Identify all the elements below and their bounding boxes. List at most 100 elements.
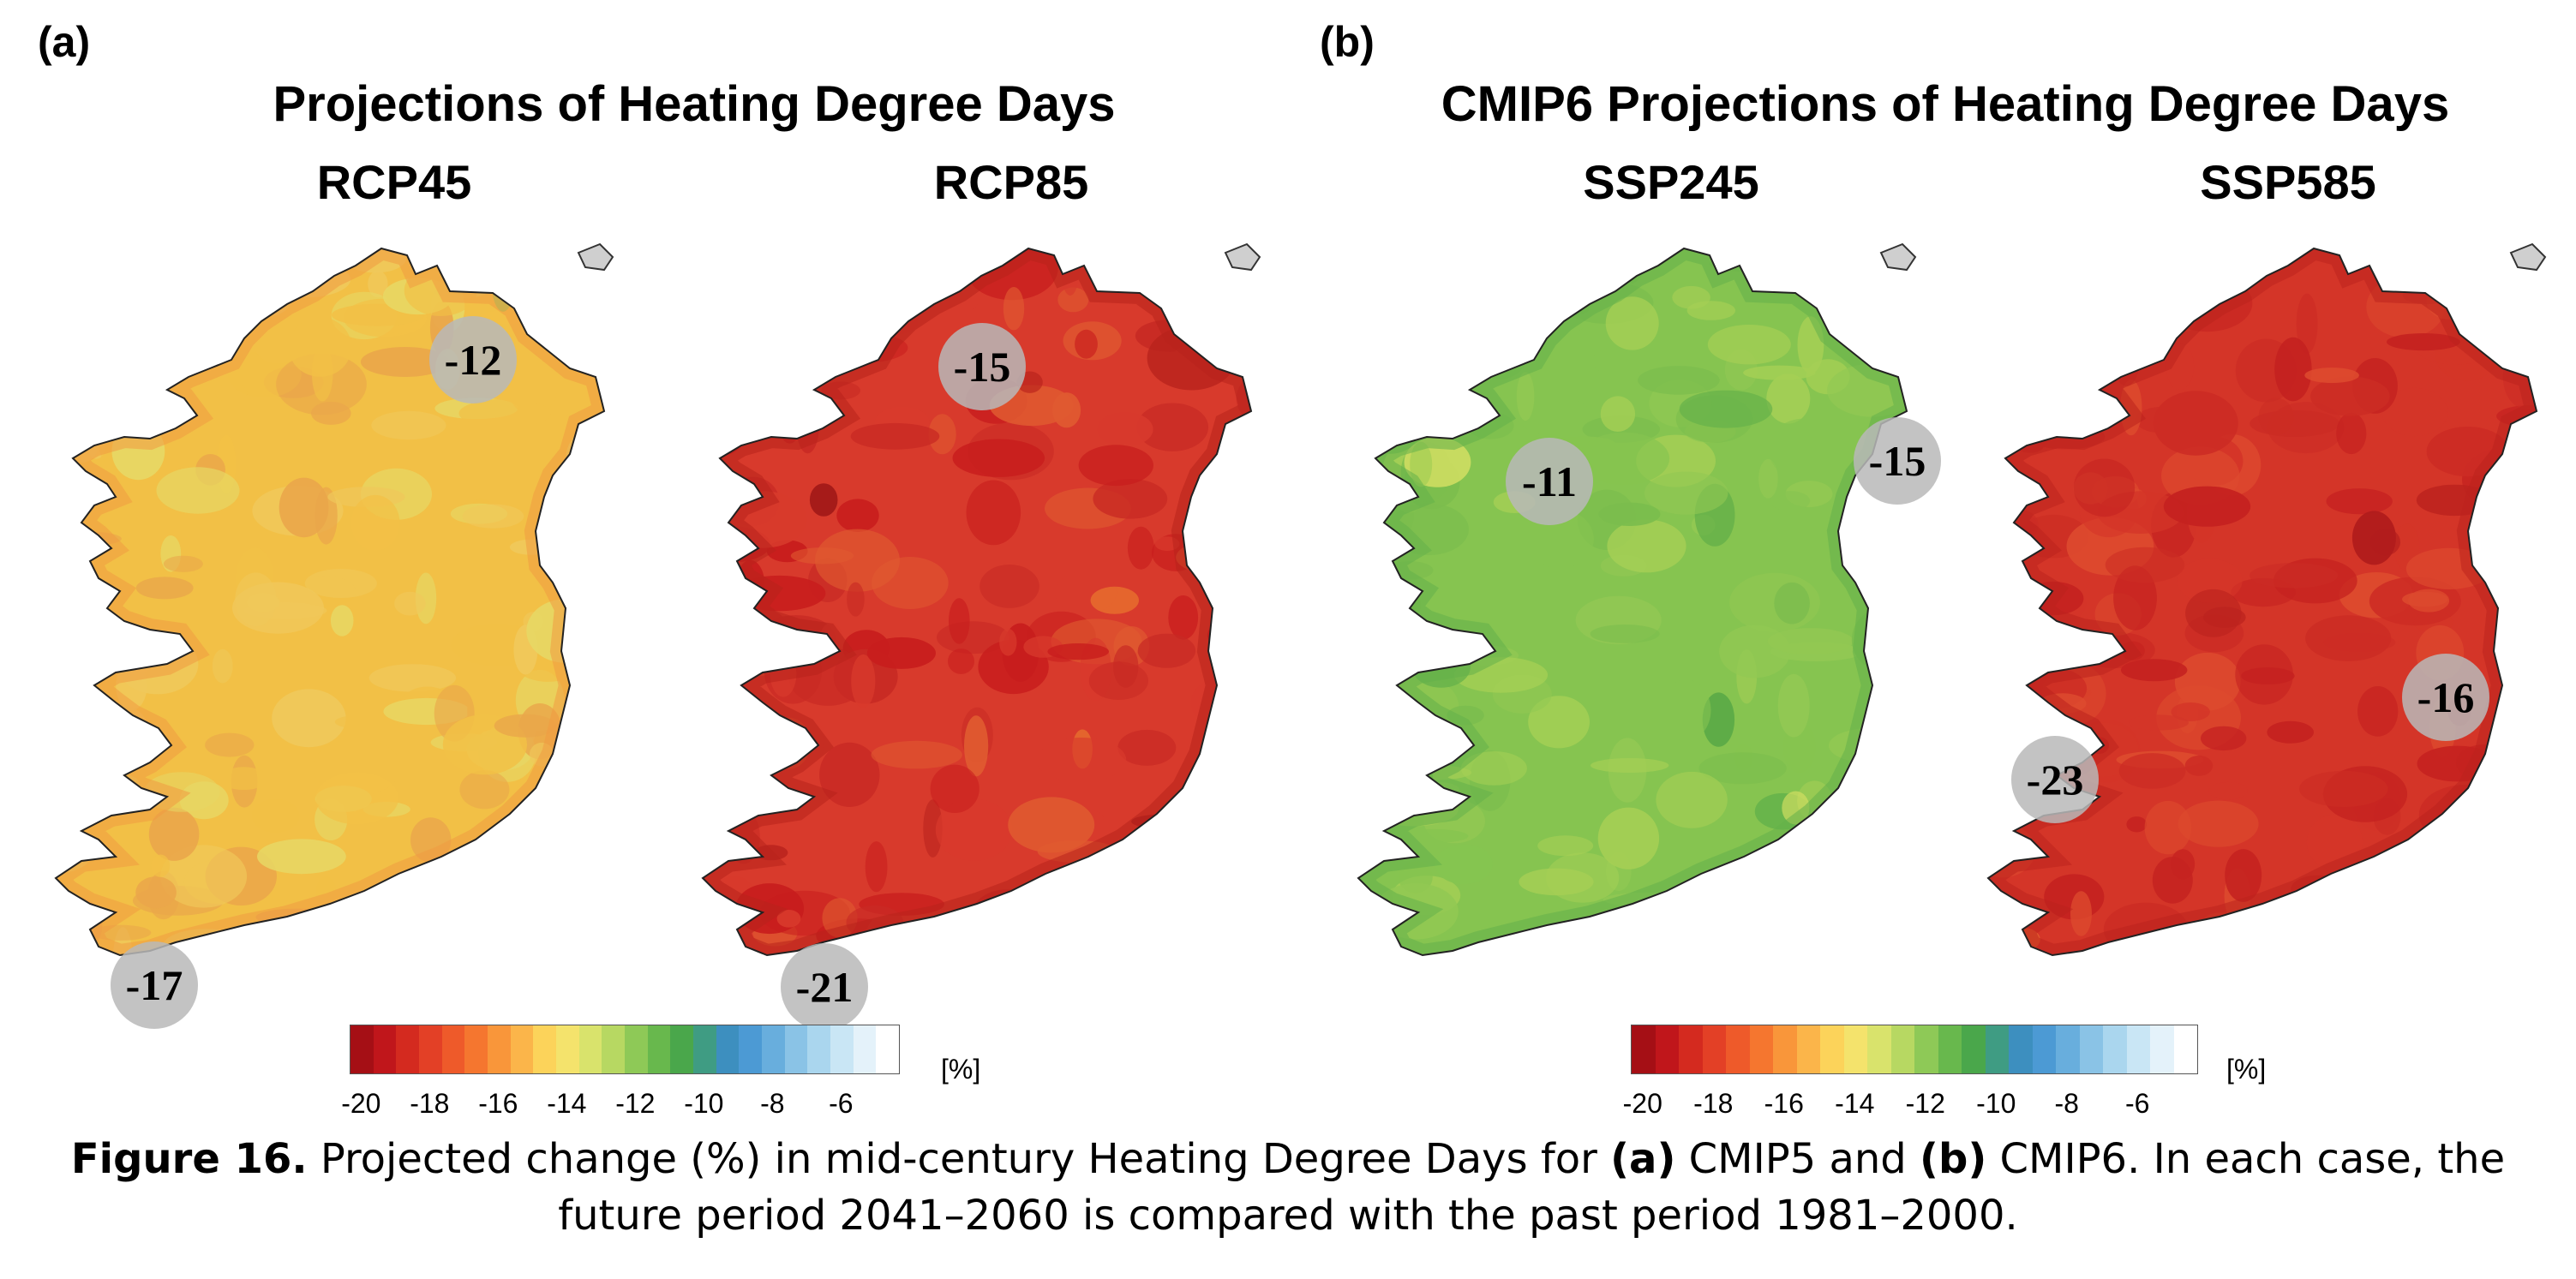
map-texture-blob <box>733 575 826 612</box>
colorbar-swatch <box>1796 1025 1820 1073</box>
map-texture-blob <box>2480 860 2537 898</box>
map-texture-blob <box>2513 855 2537 898</box>
map-texture-blob <box>458 398 551 428</box>
map-texture-blob <box>2177 559 2243 603</box>
map-texture-blob <box>1231 899 1251 949</box>
map-texture-blob <box>2299 770 2388 808</box>
map-texture-blob <box>578 445 604 475</box>
map-texture-blob <box>1605 296 1659 350</box>
map-texture-blob <box>1785 882 1810 938</box>
map-texture-blob <box>585 929 604 955</box>
map-texture-blob <box>2163 486 2251 527</box>
colorbar-swatch <box>1655 1025 1679 1073</box>
map-texture-blob <box>414 929 438 955</box>
colorbar-swatch <box>1679 1025 1703 1073</box>
map-texture-blob <box>2274 337 2312 402</box>
colorbar-swatch <box>716 1025 740 1073</box>
map-texture-blob <box>2416 484 2493 517</box>
map-texture-blob <box>733 289 818 331</box>
map-texture-blob <box>57 308 78 350</box>
map-texture-blob <box>1210 894 1230 927</box>
map-texture-blob <box>1590 625 1660 643</box>
panel-a-title: Projections of Heating Degree Days <box>273 76 1116 132</box>
map-texture-blob <box>866 637 936 669</box>
map-texture-blob <box>847 582 865 617</box>
callout-rcp45-north: -12 <box>429 316 517 403</box>
colorbar-swatch <box>670 1025 694 1073</box>
map-texture-blob <box>2336 412 2367 455</box>
ireland-map-svg <box>701 242 1261 957</box>
colorbar-tick-label: -16 <box>1764 1088 1804 1119</box>
map-texture-blob <box>2519 693 2537 759</box>
map-texture-blob <box>105 636 127 650</box>
caption-text-1: Projected change (%) in mid-century Heat… <box>307 1135 1611 1183</box>
map-texture-blob <box>1117 729 1177 766</box>
colorbar-b-ticks: -20 -18 -16 -14 -12 -10 -8 -6 <box>1623 1088 2196 1122</box>
scenario-title-ssp245: SSP245 <box>1583 155 1759 209</box>
map-texture-blob <box>2222 268 2250 286</box>
map-texture-blob <box>2351 511 2396 565</box>
map-texture-blob <box>2509 783 2537 806</box>
map-texture-blob <box>717 726 775 780</box>
colorbar-swatch <box>853 1025 877 1073</box>
map-texture-blob <box>1516 395 1591 435</box>
map-texture-blob <box>828 340 884 362</box>
map-texture-blob <box>952 439 1045 477</box>
map-texture-blob <box>1597 807 1660 870</box>
figure-caption: Figure 16. Projected change (%) in mid-c… <box>0 1131 2576 1244</box>
colorbar-swatch <box>2126 1025 2150 1073</box>
colorbar-swatch <box>2103 1025 2127 1073</box>
map-texture-blob <box>80 365 129 382</box>
colorbar-swatch <box>625 1025 648 1073</box>
colorbar-tick-label: -18 <box>1693 1088 1734 1119</box>
map-texture-blob <box>1183 884 1204 946</box>
map-texture-blob <box>368 664 457 692</box>
map-texture-blob <box>2126 816 2148 833</box>
colorbar-swatch <box>1890 1025 1914 1073</box>
map-texture-blob <box>1148 836 1218 895</box>
map-texture-blob <box>351 927 444 948</box>
map-texture-blob <box>56 616 111 677</box>
panel-b-label: (b) <box>1320 18 1375 66</box>
map-texture-blob <box>815 529 900 592</box>
map-texture-blob <box>260 248 282 290</box>
map-texture-blob <box>2235 644 2293 705</box>
map-texture-blob <box>2530 661 2537 694</box>
map-texture-blob <box>1411 409 1468 437</box>
map-texture-blob <box>2124 953 2190 955</box>
caption-line-1: Figure 16. Projected change (%) in mid-c… <box>0 1131 2576 1187</box>
colorbar-tick-label: -6 <box>829 1088 854 1119</box>
map-texture-blob <box>1758 884 1811 943</box>
scenario-title-rcp45: RCP45 <box>316 155 472 209</box>
map-texture-blob <box>1112 248 1148 265</box>
map-texture-blob <box>2304 368 2359 384</box>
callout-ssp245-east: -15 <box>1854 417 1941 505</box>
map-texture-blob <box>1671 891 1691 921</box>
map-texture-blob <box>61 839 81 854</box>
colorbar-swatch <box>830 1025 854 1073</box>
map-texture-blob <box>985 899 1053 925</box>
map-texture-blob <box>703 342 738 358</box>
scenario-title-ssp585: SSP585 <box>2200 155 2376 209</box>
map-texture-blob <box>926 940 998 955</box>
map-texture-blob <box>1405 350 1433 374</box>
colorbar-a-ticks: -20 -18 -16 -14 -12 -10 -8 -6 <box>341 1088 898 1122</box>
colorbar-swatch <box>533 1025 557 1073</box>
map-texture-blob <box>728 632 758 657</box>
colorbar-swatch <box>784 1025 808 1073</box>
map-texture-blob <box>2012 370 2103 395</box>
map-texture-blob <box>850 422 940 450</box>
map-texture-blob <box>459 910 532 932</box>
map-texture-blob <box>2267 720 2314 744</box>
map-texture-blob <box>2527 908 2537 953</box>
map-coastline <box>1986 247 2538 957</box>
map-texture-blob <box>111 422 165 481</box>
map-texture-blob <box>1767 628 1854 654</box>
map-texture-blob <box>251 798 300 833</box>
map-texture-blob <box>2035 248 2088 309</box>
colorbar-tick-label: -16 <box>478 1088 518 1119</box>
map-texture-blob <box>1777 673 1810 738</box>
map-texture-blob <box>279 477 329 538</box>
map-texture-blob <box>1207 892 1250 947</box>
map-texture-blob <box>1402 248 1433 287</box>
